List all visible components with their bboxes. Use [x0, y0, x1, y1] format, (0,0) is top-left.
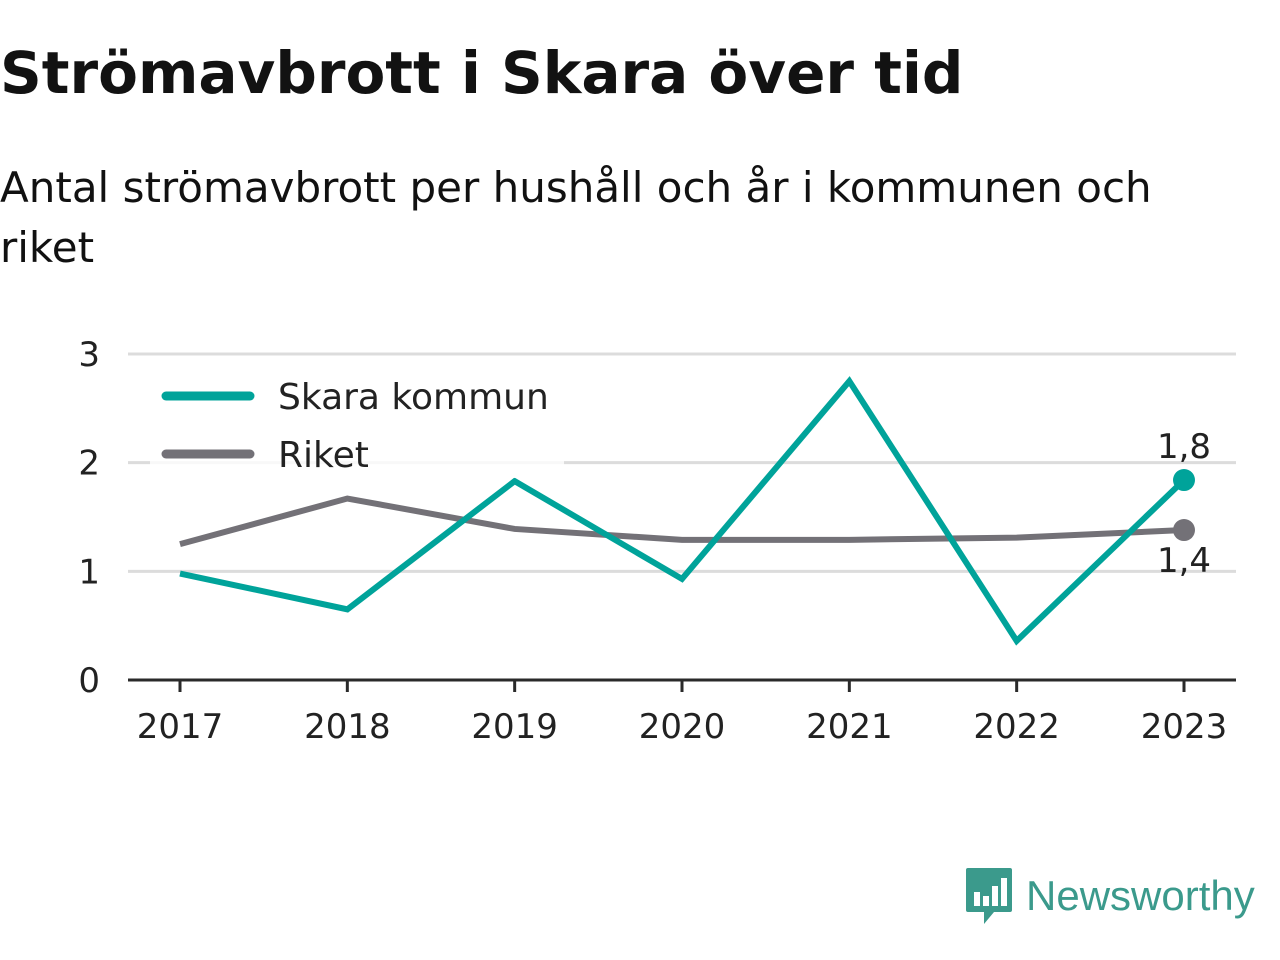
brand-name: Newsworthy	[1026, 872, 1255, 919]
x-tick-label: 2021	[806, 707, 893, 747]
x-tick-label: 2022	[973, 707, 1060, 747]
y-tick-label: 3	[78, 335, 100, 375]
legend-background	[150, 368, 564, 478]
y-tick-label: 1	[78, 552, 100, 592]
newsworthy-chart-bubble-icon	[966, 868, 1012, 924]
series-line	[179, 495, 1185, 548]
x-tick-label: 2018	[304, 707, 391, 747]
y-tick-label: 2	[78, 444, 100, 484]
chart-subtitle: Antal strömavbrott per hushåll och år i …	[0, 163, 1152, 272]
series-line	[179, 376, 1187, 646]
legend-label: Riket	[278, 435, 369, 476]
x-tick-label: 2023	[1141, 707, 1228, 747]
series-lines	[179, 376, 1187, 646]
x-tick-label: 2019	[471, 707, 558, 747]
x-tick-label: 2017	[137, 707, 224, 747]
newsworthy-logo: Newsworthy	[964, 864, 1255, 928]
end-value-label: 1,8	[1157, 427, 1211, 467]
x-tick-label: 2020	[639, 707, 726, 747]
y-tick-label: 0	[78, 661, 100, 701]
end-labels: 1,8 1,4	[1157, 427, 1211, 581]
legend: Skara kommun Riket	[150, 368, 564, 478]
chart-title: Strömavbrott i Skara över tid	[0, 39, 964, 107]
end-marker	[1173, 469, 1195, 492]
legend-label: Skara kommun	[278, 377, 549, 418]
end-marker	[1173, 519, 1195, 542]
y-axis-ticks: 0 1 2 3	[78, 335, 100, 701]
x-axis-ticks: 2017 2018 2019 2020 2021 2022 2023	[137, 680, 1228, 747]
end-value-label: 1,4	[1157, 541, 1211, 581]
